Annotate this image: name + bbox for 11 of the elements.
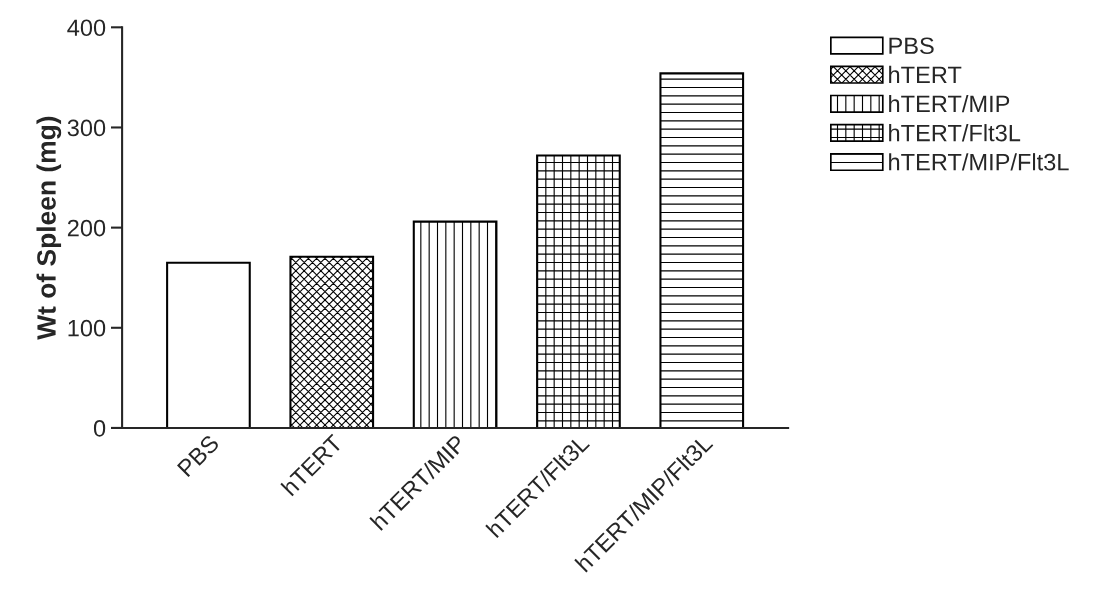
legend-label: PBS bbox=[889, 37, 934, 55]
legend-label: hTERT/Flt3L bbox=[889, 124, 1021, 142]
y-tick-label: 400 bbox=[67, 19, 106, 37]
y-tick-label: 300 bbox=[67, 119, 106, 137]
y-tick-label: 100 bbox=[68, 319, 106, 337]
legend-label: hTERT/MIP/Flt3L bbox=[889, 153, 1069, 171]
y-axis-title: Wt of Spleen (mg) bbox=[36, 116, 62, 340]
legend-label: hTERT/MIP bbox=[889, 94, 1010, 113]
y-tick-label: 0 bbox=[93, 420, 106, 437]
y-tick-label: 200 bbox=[67, 219, 106, 237]
legend-label: hTERT bbox=[889, 65, 962, 83]
